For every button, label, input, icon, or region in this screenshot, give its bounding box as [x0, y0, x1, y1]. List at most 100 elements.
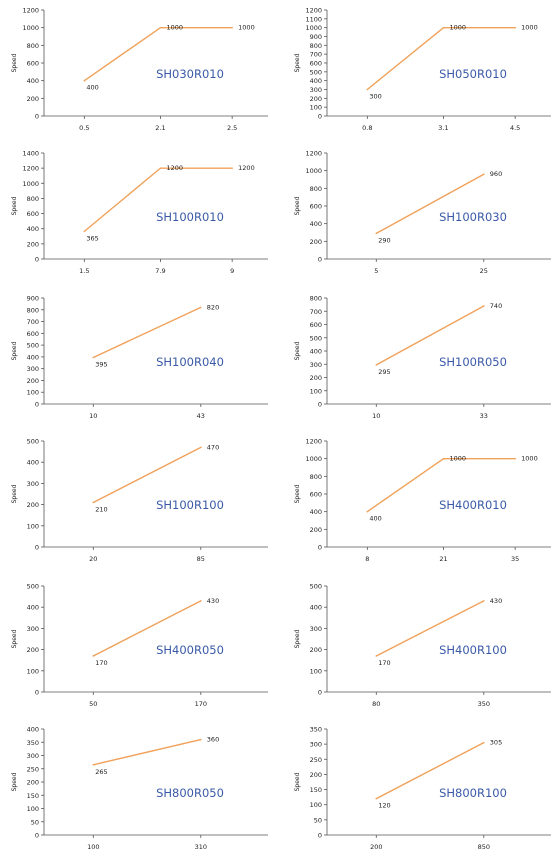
data-point [483, 173, 485, 175]
chart-title: SH100R040 [156, 355, 224, 369]
x-tick-label: 0.5 [79, 124, 89, 132]
series-line [375, 742, 485, 800]
data-point [159, 167, 162, 169]
x-tick-label: 8 [365, 555, 369, 563]
y-tick-label: 800 [310, 295, 322, 303]
y-tick-label: 200 [27, 377, 39, 385]
y-tick-label: 0 [35, 832, 39, 840]
y-tick-label: 300 [310, 361, 322, 369]
y-tick-label: 900 [310, 33, 322, 41]
y-tick-label: 400 [310, 348, 322, 356]
data-point [514, 457, 516, 460]
data-point [375, 232, 378, 235]
y-tick-label: 400 [27, 225, 39, 233]
data-point [375, 655, 378, 657]
y-tick-label: 200 [310, 646, 322, 654]
data-label: 1000 [166, 24, 183, 32]
y-tick-label: 350 [27, 739, 39, 747]
y-tick-label: 800 [310, 42, 322, 50]
y-tick-label: 1000 [22, 180, 39, 188]
data-point [92, 655, 95, 657]
chart-title: SH100R030 [439, 210, 507, 224]
x-tick-label: 100 [87, 843, 99, 851]
y-tick-label: 0 [35, 113, 39, 121]
chart-title: SH030R010 [156, 67, 224, 81]
chart-title: SH400R050 [156, 643, 224, 657]
data-label: 395 [95, 360, 107, 368]
y-tick-label: 100 [310, 387, 322, 395]
data-point [92, 763, 95, 766]
data-point [200, 306, 202, 309]
y-tick-label: 100 [310, 667, 322, 675]
data-point [200, 738, 202, 741]
y-tick-label: 300 [310, 625, 322, 633]
chart-panel: 0100200300400500600700800900100011001200… [294, 7, 551, 132]
y-tick-label: 500 [310, 583, 322, 591]
y-tick-label: 800 [27, 195, 39, 203]
y-tick-label: 1000 [305, 24, 322, 32]
x-tick-label: 350 [478, 700, 490, 708]
y-tick-label: 500 [27, 438, 39, 446]
x-tick-label: 200 [370, 843, 382, 851]
y-tick-label: 1000 [305, 167, 322, 175]
y-tick-label: 200 [310, 771, 322, 779]
y-tick-label: 800 [310, 185, 322, 193]
chart-panel: 0 50 100 150 200 250 300 350 400 Speed 100 310 265 36… [11, 726, 268, 851]
x-tick-label: 50 [89, 700, 97, 708]
data-point [514, 26, 516, 29]
data-label: 430 [490, 597, 502, 605]
y-tick-label: 200 [27, 779, 39, 787]
data-point [231, 167, 233, 169]
y-axis-title: Speed [294, 53, 301, 72]
data-point [83, 79, 86, 82]
y-tick-label: 800 [310, 473, 322, 481]
data-label: 1000 [238, 24, 255, 32]
y-tick-label: 1000 [305, 455, 322, 463]
series-line [375, 305, 485, 366]
data-label: 430 [207, 597, 219, 605]
y-axis-title: Speed [11, 53, 18, 72]
y-tick-label: 300 [27, 480, 39, 488]
y-tick-label: 100 [310, 104, 322, 112]
y-tick-label: 350 [310, 726, 322, 734]
data-label: 305 [490, 739, 502, 747]
data-label: 740 [490, 302, 502, 310]
data-label: 210 [95, 505, 107, 513]
x-tick-label: 25 [480, 267, 488, 275]
y-tick-label: 600 [310, 203, 322, 211]
y-axis-title: Speed [294, 772, 301, 791]
y-tick-label: 300 [27, 752, 39, 760]
chart-panel: 0 50 100 150 200 250 300 350 Speed 200 850 120 305 SH… [294, 726, 551, 851]
y-tick-label: 600 [27, 60, 39, 68]
chart-panel: 0 200 400 600 800 1000 1200 1400 Speed 1.5 7.9 9 365… [11, 150, 268, 275]
data-point [159, 26, 162, 29]
chart-panel: 0 100 200 300 400 500 Speed 20 85 210 470 SH100R100 [11, 438, 268, 563]
x-tick-label: 85 [197, 555, 205, 563]
y-tick-label: 400 [27, 353, 39, 361]
y-tick-label: 200 [27, 240, 39, 248]
y-tick-label: 400 [27, 77, 39, 85]
data-point [375, 364, 378, 366]
series-line [92, 306, 202, 359]
data-label: 290 [378, 236, 390, 244]
y-tick-label: 600 [310, 321, 322, 329]
chart-title: SH100R050 [439, 355, 507, 369]
x-tick-label: 850 [478, 843, 490, 851]
data-point [231, 26, 233, 29]
data-point [483, 600, 485, 602]
y-tick-label: 400 [27, 726, 39, 734]
data-point [375, 797, 378, 800]
data-label: 265 [95, 768, 107, 776]
y-tick-label: 1400 [22, 150, 39, 158]
x-tick-label: 33 [480, 412, 488, 420]
x-tick-label: 2.1 [155, 124, 165, 132]
x-tick-label: 3.1 [438, 124, 448, 132]
chart-title: SH100R100 [156, 498, 224, 512]
data-label: 120 [378, 802, 390, 810]
y-tick-label: 100 [27, 667, 39, 675]
y-tick-label: 1200 [305, 150, 322, 158]
series-line [92, 600, 202, 657]
data-label: 960 [490, 170, 502, 178]
chart-panel: 0 200 400 600 800 1000 1200 Speed 0.5 2.1 2.5 400 10… [11, 7, 268, 132]
y-tick-label: 1200 [22, 7, 39, 15]
